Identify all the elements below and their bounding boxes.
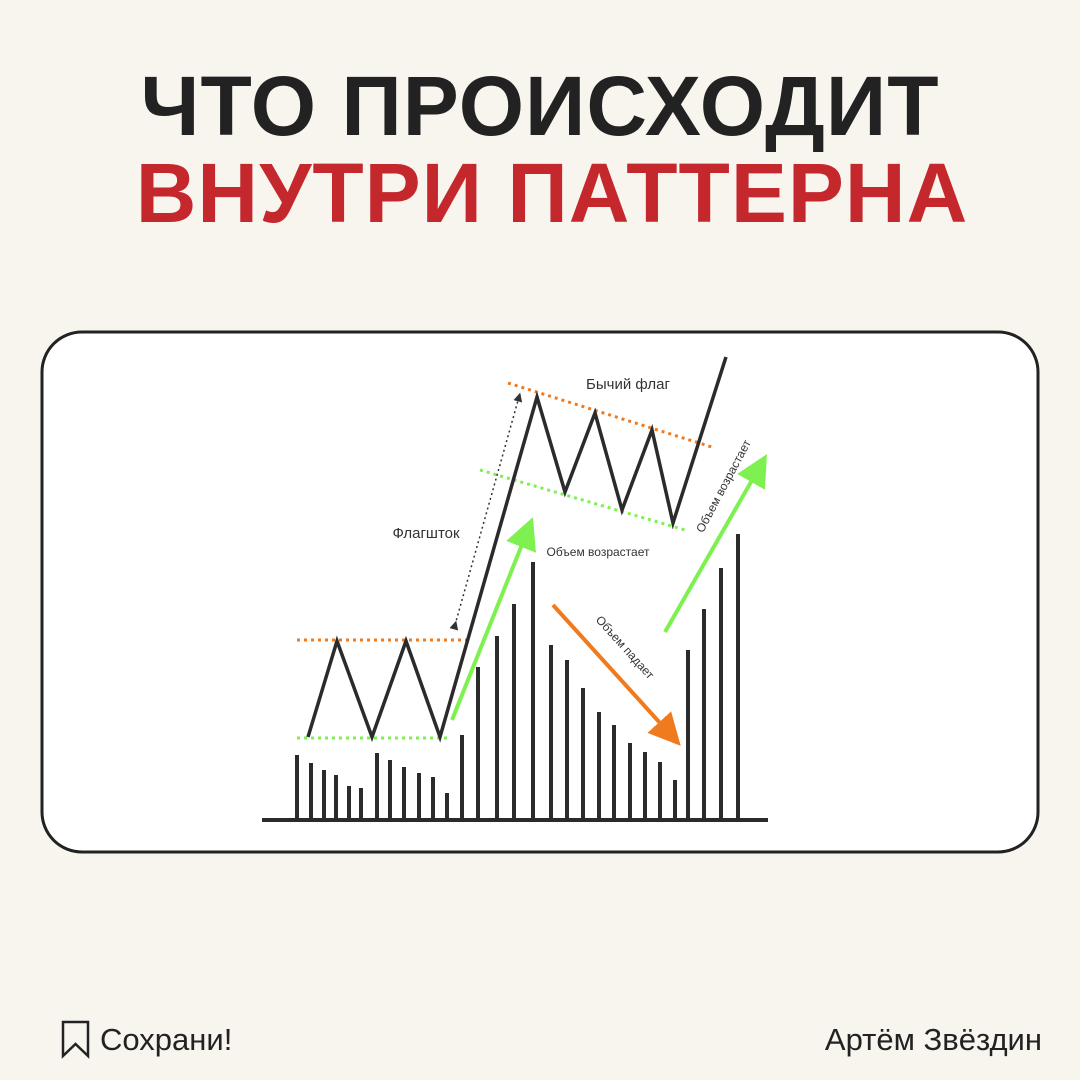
title-line2: ВНУТРИ ПАТТЕРНА bbox=[136, 146, 968, 240]
title-line1: ЧТО ПРОИСХОДИТ bbox=[141, 59, 940, 153]
card bbox=[40, 330, 1040, 854]
author: Артём Звёздин bbox=[825, 1022, 1042, 1057]
label: Объем возрастает bbox=[546, 545, 650, 559]
arrow-down bbox=[551, 603, 681, 746]
volume-bars bbox=[262, 534, 768, 822]
label: Флагшток bbox=[392, 525, 460, 542]
save-label[interactable]: Сохрани! bbox=[100, 1022, 232, 1057]
arrow-up bbox=[663, 454, 767, 633]
arrow-up bbox=[450, 517, 536, 721]
bookmark-icon[interactable] bbox=[61, 1020, 90, 1059]
price-line bbox=[306, 356, 728, 743]
label: Бычий флаг bbox=[586, 376, 670, 393]
